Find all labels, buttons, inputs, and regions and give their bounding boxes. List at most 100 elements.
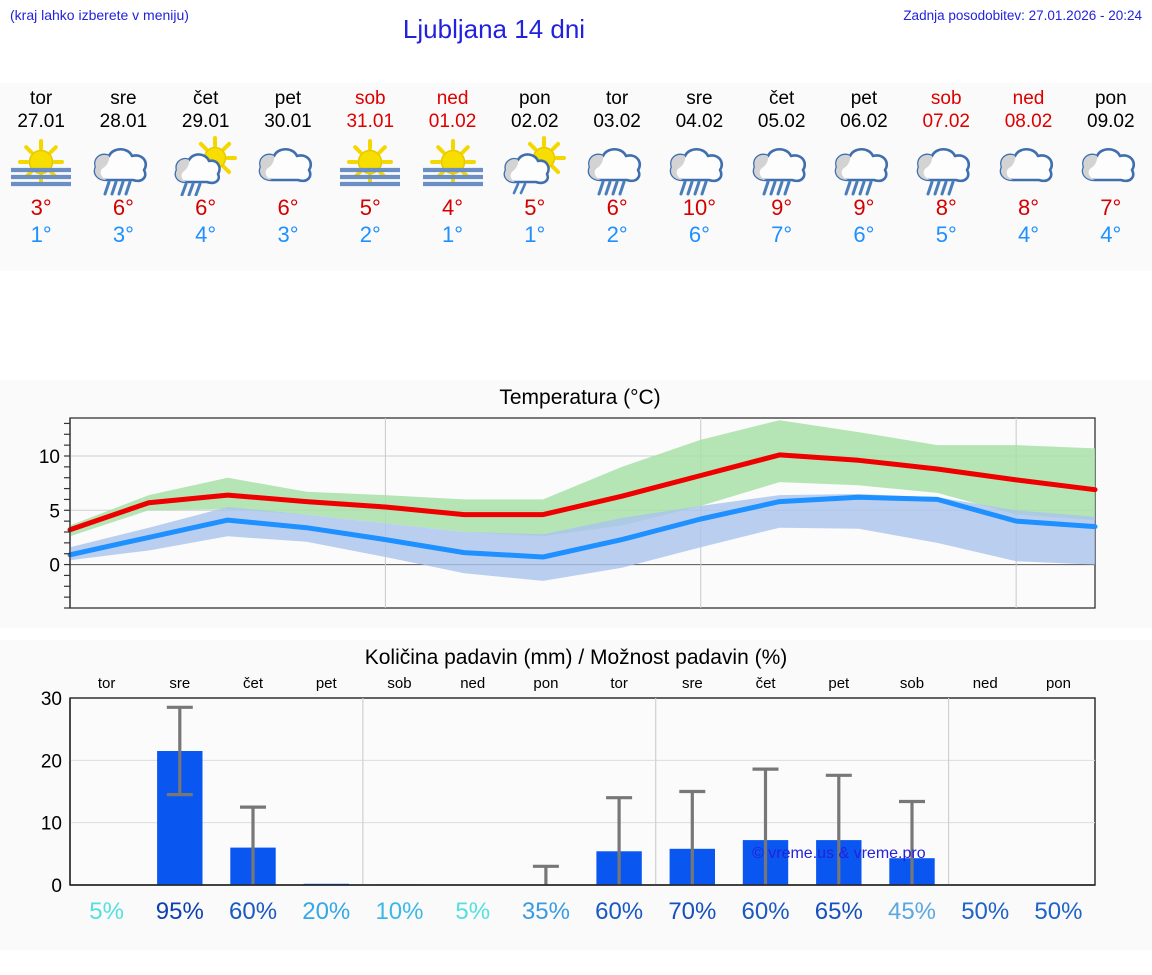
day-of-week-label: ned	[1012, 88, 1045, 109]
forecast-day-1: sre 28.01 6° 3°	[82, 83, 164, 271]
day-of-week-label: sre	[110, 88, 137, 109]
precipitation-day-label-13: pon	[1045, 675, 1071, 692]
day-of-week-label: čet	[193, 88, 219, 109]
day-date-label: 01.02	[428, 111, 477, 132]
day-of-week-label: pon	[518, 88, 551, 109]
precipitation-day-label-10: pet	[828, 675, 850, 692]
day-date-label: 06.02	[840, 111, 888, 132]
precipitation-probability-11: 45%	[887, 898, 937, 925]
precipitation-chart-panel: Količina padavin (mm) / Možnost padavin …	[0, 640, 1152, 950]
precipitation-probability-12: 50%	[961, 898, 1010, 925]
forecast-day-12: ned 08.02 8° 4°	[987, 83, 1069, 271]
precipitation-probability-9: 60%	[741, 898, 790, 925]
temp-max-value: 5°	[359, 195, 381, 220]
forecast-day-10: pet 06.02 9° 6°	[823, 83, 905, 271]
temp-max-value: 6°	[606, 195, 628, 220]
day-date-label: 09.02	[1087, 111, 1135, 132]
forecast-day-11: sob 07.02 8° 5°	[905, 83, 987, 271]
temp-max-value: 8°	[935, 195, 957, 220]
day-date-label: 02.02	[511, 111, 559, 132]
day-of-week-label: čet	[768, 88, 795, 109]
temp-min-value: 1°	[30, 222, 52, 247]
precipitation-day-label-9: čet	[755, 675, 776, 692]
sun-fog-icon	[332, 136, 408, 192]
svg-text:10: 10	[41, 814, 62, 835]
temp-min-value: 4°	[1100, 222, 1122, 247]
svg-text:30: 30	[41, 689, 62, 710]
day-of-week-label: tor	[606, 88, 629, 109]
svg-text:10: 10	[39, 447, 60, 468]
precipitation-probability-5: 5%	[455, 898, 491, 925]
temp-max-value: 6°	[195, 195, 217, 220]
precipitation-probability-8: 70%	[668, 898, 717, 925]
temp-max-value: 8°	[1017, 195, 1040, 220]
precipitation-chart-title: Količina padavin (mm) / Možnost padavin …	[364, 646, 788, 669]
cloud-rain-icon	[908, 136, 984, 196]
daily-forecast-strip: tor 27.01 3° 1° sre 28.01 6° 3° čet 29.01 6° 4° pet 3…	[0, 83, 1152, 271]
page-title: Ljubljana 14 dni	[402, 14, 586, 44]
precipitation-day-label-6: pon	[533, 675, 559, 692]
precipitation-chart-svg: 0 10 20 30	[41, 689, 1096, 897]
temp-min-value: 6°	[853, 222, 875, 247]
svg-text:5: 5	[49, 501, 60, 522]
day-of-week-label: pon	[1094, 88, 1127, 109]
day-date-label: 08.02	[1004, 111, 1053, 132]
temp-min-value: 4°	[1017, 222, 1040, 247]
precipitation-probability-labels: 5% 95% 60% 20% 10% 5% 35% 60% 70% 60% 65% 45% 50% 50%	[70, 898, 1095, 926]
forecast-day-7: tor 03.02 6° 2°	[576, 83, 658, 271]
forecast-day-8: sre 04.02 10° 6°	[658, 83, 740, 271]
temp-min-value: 5°	[935, 222, 957, 247]
sun-fog-icon	[415, 136, 491, 192]
day-date-label: 30.01	[264, 111, 312, 132]
precipitation-probability-10: 65%	[814, 898, 863, 925]
precipitation-probability-3: 20%	[302, 898, 351, 925]
cloud-rain-icon	[661, 136, 737, 196]
sun-fog-icon	[3, 136, 79, 192]
temp-max-value: 4°	[442, 195, 464, 220]
day-of-week-label: pet	[850, 88, 878, 109]
precipitation-day-label-3: pet	[315, 675, 337, 692]
precipitation-probability-1: 95%	[155, 898, 204, 925]
precipitation-day-label-5: ned	[460, 675, 486, 692]
forecast-day-0: tor 27.01 3° 1°	[0, 83, 82, 271]
temp-max-value: 9°	[853, 195, 875, 220]
precipitation-day-label-2: čet	[243, 675, 264, 692]
cloud-icon	[250, 136, 326, 192]
precipitation-probability-0: 5%	[89, 898, 124, 925]
precipitation-day-label-0: tor	[97, 675, 116, 692]
precipitation-probability-4: 10%	[375, 898, 424, 925]
day-date-label: 05.02	[757, 111, 806, 132]
cloud-icon	[991, 136, 1067, 192]
day-of-week-label: sre	[686, 88, 713, 109]
day-date-label: 31.01	[346, 111, 395, 132]
day-date-label: 04.02	[675, 111, 724, 132]
temp-min-value: 1°	[524, 222, 546, 247]
precipitation-probability-2: 60%	[229, 898, 278, 925]
forecast-day-3: pet 30.01 6° 3°	[247, 83, 329, 271]
temp-min-value: 3°	[112, 222, 134, 247]
forecast-day-4: sob 31.01 5° 2°	[329, 83, 411, 271]
precipitation-day-label-8: sre	[681, 675, 703, 692]
temp-max-value: 3°	[30, 195, 52, 220]
forecast-day-13: pon 09.02 7° 4°	[1070, 83, 1152, 271]
temp-min-value: 2°	[359, 222, 381, 247]
day-of-week-label: sob	[930, 88, 962, 109]
forecast-day-2: čet 29.01 6° 4°	[165, 83, 247, 271]
precipitation-probability-7: 60%	[595, 898, 644, 925]
cloud-rain-icon	[826, 136, 902, 196]
precipitation-day-label-12: ned	[972, 675, 998, 692]
temp-min-value: 1°	[442, 222, 464, 247]
forecast-day-5: ned 01.02 4° 1°	[411, 83, 493, 271]
svg-text:0: 0	[51, 876, 62, 897]
cloud-rain-icon	[744, 136, 820, 196]
day-of-week-label: tor	[30, 88, 53, 109]
precipitation-day-label-7: tor	[610, 675, 628, 692]
cloud-icon	[1073, 136, 1149, 192]
precipitation-day-labels: tor sre čet pet sob ned pon tor sre čet pet sob ned p…	[70, 675, 1095, 692]
day-date-label: 07.02	[922, 111, 970, 132]
temp-max-value: 5°	[524, 195, 546, 220]
temp-max-value: 7°	[1100, 195, 1122, 220]
day-of-week-label: ned	[436, 88, 469, 109]
precipitation-probability-6: 35%	[521, 898, 570, 925]
